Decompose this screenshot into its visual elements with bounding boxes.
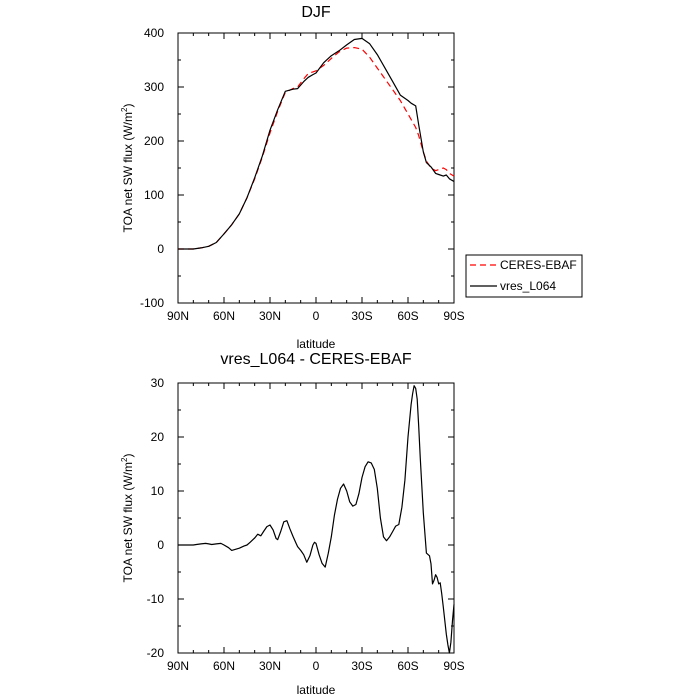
top-y-tick-label: 400 <box>144 26 164 40</box>
top-series-line-0 <box>178 46 455 250</box>
top-chart-axes: 90N 60N 30N 0 30S 60S 90S -100 0 100 200 300 400 <box>140 26 465 323</box>
top-x-tick-label: 90S <box>443 309 464 323</box>
bottom-y-axis-label: TOA net SW flux (W/m2) <box>120 454 135 583</box>
top-y-tick-label: 0 <box>157 242 164 256</box>
top-x-tick-label: 90N <box>167 309 189 323</box>
legend: CERES-EBAF vres_L064 <box>465 254 583 298</box>
bottom-y-tick-label: 20 <box>151 430 165 444</box>
top-chart-panel: DJF 90N 60N 30N 0 30S 60S 90S -100 0 100 200 300 400… <box>120 4 465 351</box>
top-x-tick-label: 60S <box>397 309 418 323</box>
bottom-x-tick-label: 60N <box>213 659 235 673</box>
top-y-tick-label: 100 <box>144 188 164 202</box>
bottom-chart-axes: 90N 60N 30N 0 30S 60S 90S -20 -10 0 10 20 30 <box>147 376 465 673</box>
bottom-x-tick-label: 60S <box>397 659 418 673</box>
top-series-line-1 <box>178 37 455 250</box>
bottom-x-tick-label: 0 <box>313 659 320 673</box>
top-y-tick-label: -100 <box>140 296 164 310</box>
top-x-axis-label: latitude <box>297 337 336 351</box>
bottom-y-tick-label: 30 <box>151 376 165 390</box>
bottom-x-tick-label: 90N <box>167 659 189 673</box>
bottom-x-tick-label: 90S <box>443 659 464 673</box>
bottom-y-tick-label: -10 <box>147 592 165 606</box>
bottom-x-tick-label: 30S <box>351 659 372 673</box>
bottom-x-axis-label: latitude <box>297 683 336 697</box>
top-x-tick-label: 30N <box>259 309 281 323</box>
bottom-chart-series <box>178 385 455 654</box>
top-y-tick-label: 300 <box>144 80 164 94</box>
top-x-tick-label: 0 <box>313 309 320 323</box>
bottom-y-tick-label: -20 <box>147 646 165 660</box>
top-y-tick-label: 200 <box>144 134 164 148</box>
top-chart-series <box>178 37 455 250</box>
top-x-tick-label: 60N <box>213 309 235 323</box>
top-chart-title: DJF <box>301 4 331 21</box>
bottom-chart-title: vres_L064 - CERES-EBAF <box>220 351 411 368</box>
bottom-chart-panel: vres_L064 - CERES-EBAF 90N 60N 30N 0 30S 60S 9… <box>120 351 465 697</box>
bottom-plot-frame <box>177 382 455 654</box>
legend-label-vres: vres_L064 <box>500 279 556 293</box>
bottom-y-tick-label: 0 <box>157 538 164 552</box>
bottom-y-tick-label: 10 <box>151 484 165 498</box>
bottom-x-tick-label: 30N <box>259 659 281 673</box>
top-y-axis-label: TOA net SW flux (W/m2) <box>120 104 135 233</box>
legend-box <box>465 254 583 298</box>
legend-label-ceres: CERES-EBAF <box>500 258 577 272</box>
top-x-tick-label: 30S <box>351 309 372 323</box>
bottom-series-line-0 <box>178 385 455 654</box>
